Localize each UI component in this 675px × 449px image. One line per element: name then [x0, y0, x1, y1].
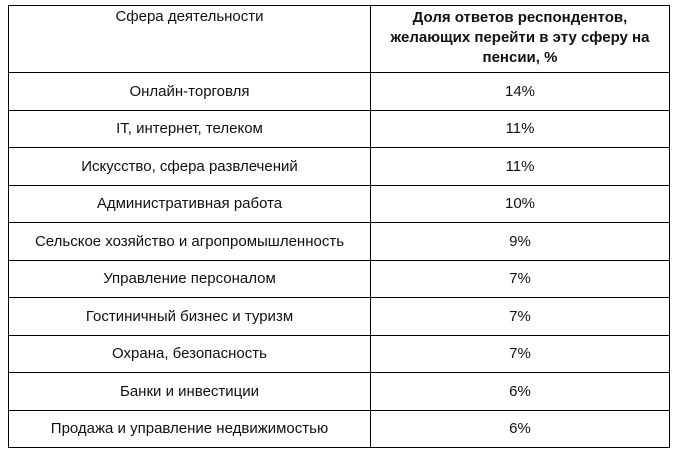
- share-cell: 9%: [370, 222, 670, 261]
- sector-cell: Гостиничный бизнес и туризм: [8, 297, 371, 336]
- share-cell: 11%: [370, 109, 670, 148]
- sector-cell: Онлайн-торговля: [8, 72, 371, 111]
- share-cell: 11%: [370, 147, 670, 186]
- share-cell: 14%: [370, 72, 670, 111]
- sector-cell: Охрана, безопасность: [8, 334, 371, 373]
- share-cell: 7%: [370, 259, 670, 298]
- table-container: Сфера деятельности Доля ответов респонде…: [8, 5, 670, 448]
- table-row: Онлайн-торговля 14%: [8, 72, 670, 111]
- sector-cell: Искусство, сфера развлечений: [8, 147, 371, 186]
- table-body: Онлайн-торговля 14% IT, интернет, телеком 1…: [8, 72, 670, 448]
- share-cell: 10%: [370, 184, 670, 223]
- share-cell: 7%: [370, 297, 670, 336]
- table-row: Сельское хозяйство и агропромышленность 9…: [8, 222, 670, 261]
- table-row: Искусство, сфера развлечений 11%: [8, 147, 670, 186]
- share-cell: 6%: [370, 409, 670, 448]
- sector-cell: Сельское хозяйство и агропромышленность: [8, 222, 371, 261]
- table: Сфера деятельности Доля ответов респонде…: [8, 5, 670, 448]
- sector-cell: Банки и инвестиции: [8, 372, 371, 411]
- header-cell: Сфера деятельности: [8, 5, 371, 73]
- sector-cell: Продажа и управление недвижимостью: [8, 409, 371, 448]
- sector-cell: IT, интернет, телеком: [8, 109, 371, 148]
- share-cell: 7%: [370, 334, 670, 373]
- header-row: Сфера деятельности Доля ответов респонде…: [8, 5, 670, 73]
- table-row: Охрана, безопасность 7%: [8, 334, 670, 373]
- table-row: Продажа и управление недвижимостью 6%: [8, 409, 670, 448]
- table-row: Административная работа 10%: [8, 184, 670, 223]
- header-cell: Доля ответов респондентов, желающих пере…: [370, 5, 670, 73]
- share-cell: 6%: [370, 372, 670, 411]
- sector-cell: Административная работа: [8, 184, 371, 223]
- table-row: Гостиничный бизнес и туризм 7%: [8, 297, 670, 336]
- table-row: Управление персоналом 7%: [8, 259, 670, 298]
- table-row: IT, интернет, телеком 11%: [8, 109, 670, 148]
- table-row: Банки и инвестиции 6%: [8, 372, 670, 411]
- sector-cell: Управление персоналом: [8, 259, 371, 298]
